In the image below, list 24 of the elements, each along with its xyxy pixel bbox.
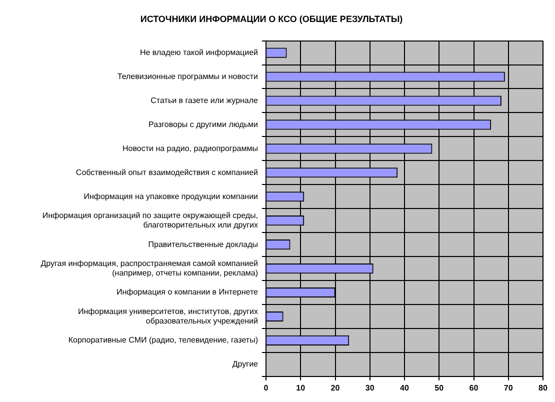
y-tick-label: Информация организаций по защите окружающей среды, благотворительных или других <box>42 210 258 230</box>
y-tick-label: Статьи в газете или журнале <box>150 96 259 105</box>
y-tick-label: Информация университетов, институтов, других образовательных учреждений <box>78 306 258 326</box>
chart-title: ИСТОЧНИКИ ИНФОРМАЦИИ О КСО (ОБЩИЕ РЕЗУЛЬТАТЫ) <box>140 14 403 24</box>
x-tick-label: 60 <box>469 383 479 392</box>
x-tick-label: 80 <box>538 383 548 392</box>
y-tick-label: Не владею такой информацией <box>140 48 258 57</box>
y-tick-label: Другие <box>232 360 259 369</box>
y-tick-label: Телевизионные программы и новости <box>117 72 258 81</box>
x-tick-label: 20 <box>330 383 340 392</box>
y-tick-label: Правительственные доклады <box>148 240 258 249</box>
x-tick-label: 50 <box>434 383 444 392</box>
x-tick-label: 70 <box>504 383 514 392</box>
x-tick-label: 0 <box>264 383 269 392</box>
y-tick-label: Разговоры с другими людьми <box>148 120 258 129</box>
y-tick-label: Информация на упаковке продукции компании <box>84 192 258 201</box>
y-tick-label: Другая информация, распространяемая самой компанией (например, отчеты компании, реклама) <box>40 258 258 278</box>
y-tick-label: Собственный опыт взаимодействия с компанией <box>76 168 258 177</box>
y-tick-label: Информация о компании в Интернете <box>116 288 259 297</box>
x-tick-label: 30 <box>365 383 375 392</box>
y-tick-label: Новости на радио, радиопрограммы <box>122 144 258 153</box>
x-tick-label: 10 <box>296 383 306 392</box>
y-tick-label: Корпоративные СМИ (радио, телевидение, газеты) <box>68 336 258 345</box>
x-tick-label: 40 <box>400 383 410 392</box>
